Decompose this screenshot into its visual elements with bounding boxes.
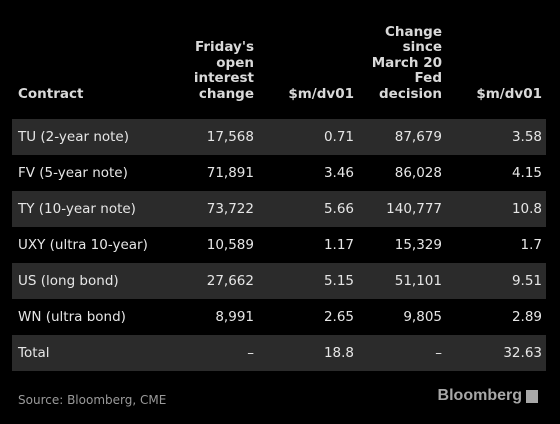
header-line: $m/dv01 — [476, 85, 542, 102]
cell-value: 2.65 — [323, 309, 354, 325]
header-line: Change — [384, 23, 442, 40]
table-row: TY (10-year note) 73,722 5.66 140,777 10.8 — [12, 191, 546, 227]
cell-value: 3.46 — [323, 165, 354, 181]
row-label: WN (ultra bond) — [18, 309, 126, 325]
header-line: Contract — [18, 85, 84, 102]
source-note: Source: Bloomberg, CME — [18, 393, 167, 407]
cell-value: 9.51 — [511, 273, 542, 289]
cell-value: 140,777 — [386, 201, 442, 217]
header-line: interest — [193, 70, 254, 86]
cell-value: 27,662 — [206, 273, 254, 289]
header-line: since — [402, 39, 442, 55]
row-label: TY (10-year note) — [18, 201, 136, 217]
row-label: FV (5-year note) — [18, 165, 128, 181]
row-label: TU (2-year note) — [18, 129, 129, 145]
column-header: Change since March 20 Fed decision — [371, 23, 443, 103]
header-line: Fed — [414, 70, 443, 86]
cell-value: 17,568 — [206, 129, 254, 145]
cell-value: – — [435, 345, 442, 361]
cell-value: 86,028 — [394, 165, 442, 181]
row-label: US (long bond) — [18, 273, 119, 289]
cell-value: 32.63 — [503, 345, 542, 361]
cell-value: 1.17 — [323, 237, 354, 253]
column-header: $m/dv01 — [476, 85, 542, 103]
cell-value: 1.7 — [520, 237, 542, 253]
cell-value: 18.8 — [323, 345, 354, 361]
table-row: FV (5-year note) 71,891 3.46 86,028 4.15 — [12, 155, 546, 191]
cell-value: 2.89 — [511, 309, 542, 325]
table-row: Total – 18.8 – 32.63 — [12, 335, 546, 371]
header-line: decision — [379, 85, 442, 102]
cell-value: 3.58 — [511, 129, 542, 145]
table-row: US (long bond) 27,662 5.15 51,101 9.51 — [12, 263, 546, 299]
cell-value: 10.8 — [511, 201, 542, 217]
logo-icon — [526, 390, 538, 403]
header-line: March 20 — [371, 54, 442, 71]
cell-value: 9,805 — [403, 309, 442, 325]
cell-value: 10,589 — [206, 237, 254, 253]
cell-value: 51,101 — [394, 273, 442, 289]
column-header: Contract — [18, 85, 84, 103]
cell-value: – — [247, 345, 254, 361]
cell-value: 4.15 — [511, 165, 542, 181]
cell-value: 5.15 — [323, 273, 354, 289]
header-line: open — [216, 54, 254, 71]
cell-value: 73,722 — [206, 201, 254, 217]
cell-value: 8,991 — [215, 309, 254, 325]
header-line: $m/dv01 — [288, 85, 354, 102]
header-line: change — [198, 85, 254, 102]
table-row: UXY (ultra 10-year) 10,589 1.17 15,329 1.7 — [12, 227, 546, 263]
row-label: Total — [18, 345, 50, 361]
table-row: WN (ultra bond) 8,991 2.65 9,805 2.89 — [12, 299, 546, 335]
header-line: Friday's — [195, 39, 254, 55]
logo: Bloomberg — [437, 387, 522, 404]
cell-value: 71,891 — [206, 165, 254, 181]
table-row: TU (2-year note) 17,568 0.71 87,679 3.58 — [12, 119, 546, 155]
cell-value: 0.71 — [323, 129, 354, 145]
cell-value: 87,679 — [394, 129, 442, 145]
column-header: $m/dv01 — [288, 85, 354, 103]
row-label: UXY (ultra 10-year) — [18, 237, 148, 253]
cell-value: 15,329 — [394, 237, 442, 253]
column-header: Friday's open interest change — [193, 39, 254, 102]
cell-value: 5.66 — [323, 201, 354, 217]
